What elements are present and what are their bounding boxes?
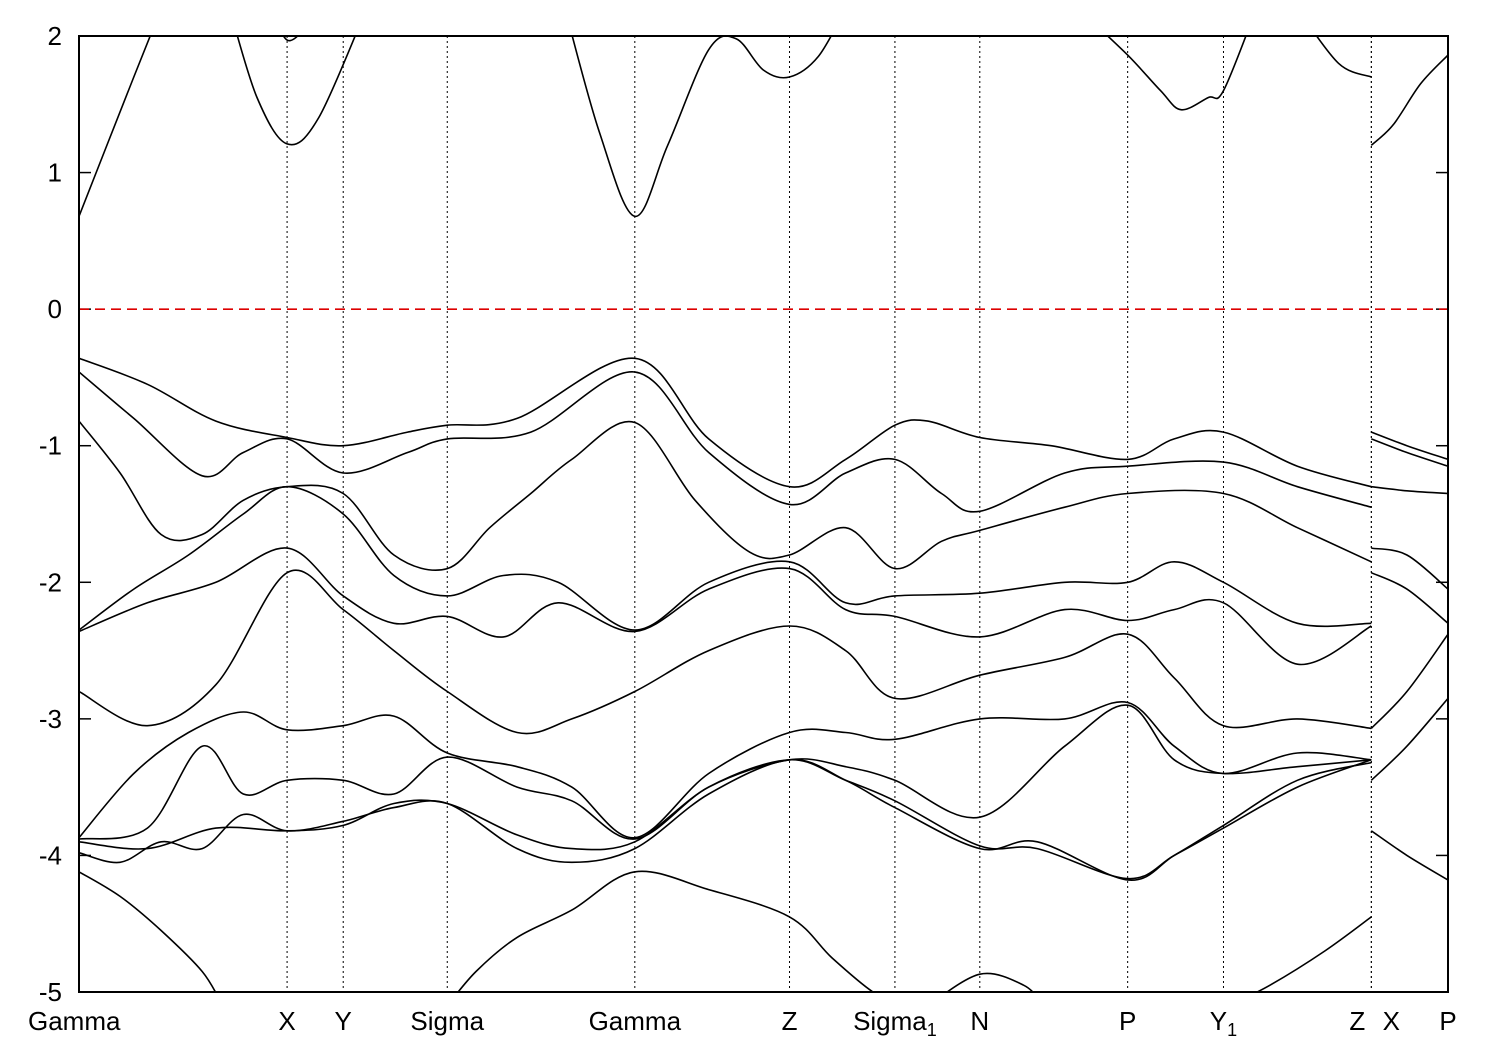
band-cb7	[1370, 54, 1448, 146]
y-tick-label: -1	[39, 431, 62, 461]
x-tick-label-main: Z	[1349, 1006, 1365, 1036]
band-xp2	[1371, 438, 1448, 467]
x-tick-label: X	[1383, 1006, 1400, 1036]
band-xp6	[1370, 633, 1448, 729]
y-tick-label: -4	[39, 840, 62, 870]
x-tick-label: Gamma	[589, 1006, 682, 1036]
x-tick-label-main: Gamma	[589, 1006, 682, 1036]
x-tick-label-main: Y	[335, 1006, 352, 1036]
band-vb9	[79, 758, 1372, 880]
band-vb4	[79, 485, 1372, 631]
y-tick-label: 2	[48, 21, 62, 51]
band-cb4	[571, 36, 833, 218]
x-axis-ticks: Gamma X Y Sigma Gamma Z Sigma1 N P Y1 Z X P	[28, 36, 1457, 1040]
x-tick-label: Gamma	[28, 1006, 121, 1036]
x-tick-label-main: Gamma	[28, 1006, 121, 1036]
plot-frame	[78, 35, 1449, 993]
band-vb13	[945, 972, 1034, 992]
band-vb2	[79, 371, 1372, 513]
y-axis-ticks: 2 1 0 -1 -2 -3 -4 -5	[39, 21, 1448, 1007]
band-vb5	[79, 547, 1372, 666]
x-tick-label: P	[1439, 1006, 1456, 1036]
y-tick-label: -5	[39, 977, 62, 1007]
band-lines	[79, 36, 1448, 992]
x-tick-label-subscript: 1	[1227, 1020, 1237, 1040]
band-xp5	[1370, 571, 1448, 624]
x-tick-label-main: X	[1383, 1006, 1400, 1036]
x-tick-label: P	[1119, 1006, 1136, 1036]
band-vb7	[79, 700, 1372, 839]
x-tick-label: Y	[335, 1006, 352, 1036]
y-tick-label: 1	[48, 158, 62, 188]
x-tick-label: X	[278, 1006, 295, 1036]
band-cb6	[1315, 36, 1372, 78]
band-vb10	[79, 758, 1372, 881]
band-cb2	[236, 36, 357, 146]
x-tick-label-main: P	[1119, 1006, 1136, 1036]
band-vb12	[457, 870, 875, 992]
x-tick-label-main: P	[1439, 1006, 1456, 1036]
band-xp7	[1370, 697, 1448, 781]
band-vb11	[79, 871, 217, 992]
x-tick-label-subscript: 1	[927, 1020, 937, 1040]
band-vb6	[79, 569, 1372, 735]
band-cb5	[1106, 36, 1247, 111]
band-vb14	[1255, 916, 1372, 992]
x-tick-label: Sigma1	[853, 1006, 937, 1040]
x-tick-label: Z	[1349, 1006, 1365, 1036]
band-vb3	[79, 420, 1372, 571]
x-tick-label-main: Z	[782, 1006, 798, 1036]
x-tick-label-main: X	[278, 1006, 295, 1036]
band-cb3	[282, 36, 299, 42]
band-vb1	[79, 357, 1372, 488]
x-tick-label-main: Sigma	[410, 1006, 484, 1036]
band-xp3	[1371, 485, 1448, 495]
x-tick-label: Sigma	[410, 1006, 484, 1036]
x-tick-label-main: Sigma	[853, 1006, 927, 1036]
band-cb1	[79, 36, 151, 217]
band-xp1	[1371, 431, 1448, 461]
y-tick-label: -3	[39, 704, 62, 734]
x-tick-label: Y1	[1210, 1006, 1237, 1040]
y-tick-label: 0	[48, 294, 62, 324]
x-tick-label: N	[970, 1006, 989, 1036]
band-xp8	[1370, 830, 1448, 881]
band-xp4	[1371, 547, 1448, 590]
x-tick-label: Z	[782, 1006, 798, 1036]
y-tick-label: -2	[39, 567, 62, 597]
x-tick-label-main: Y	[1210, 1006, 1227, 1036]
x-tick-label-main: N	[970, 1006, 989, 1036]
